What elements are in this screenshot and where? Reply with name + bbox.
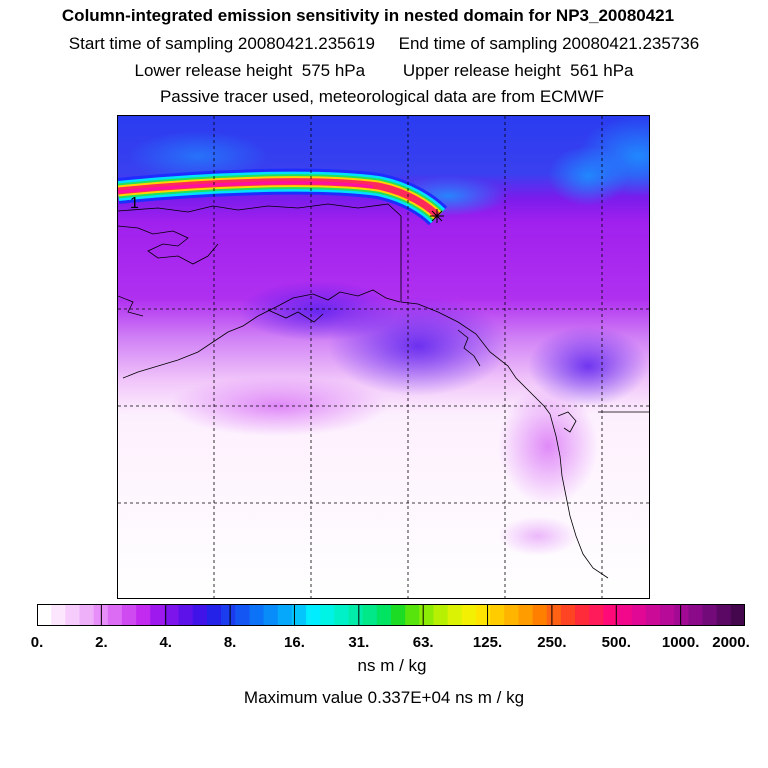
colorbar-swatch [150, 605, 166, 625]
trajectory-plume [118, 168, 448, 226]
colorbar-swatch [277, 605, 293, 625]
colorbar-swatch [121, 605, 137, 625]
colorbar-swatch [660, 605, 675, 625]
release-marker-label: 1 [130, 195, 139, 212]
sensitivity-map: 1 [117, 115, 650, 599]
colorbar-swatch [546, 605, 562, 625]
colorbar-swatch [136, 605, 151, 625]
sampling-time-line: Start time of sampling 20080421.235619 E… [68, 34, 700, 53]
colorbar-swatch [37, 605, 52, 625]
colorbar-swatch [688, 605, 704, 625]
colorbar-swatch [447, 605, 463, 625]
colorbar-tick-label: 0. [30, 634, 44, 651]
colorbar-swatch [107, 605, 123, 625]
colorbar-swatch [730, 605, 745, 625]
colorbar-swatch [192, 605, 208, 625]
colorbar-swatch [603, 605, 619, 625]
colorbar-swatch [405, 605, 420, 625]
colorbar-swatch [235, 605, 250, 625]
colorbar-swatch [79, 605, 95, 625]
colorbar-tick-label: 2. [95, 634, 108, 651]
colorbar-swatch [518, 605, 534, 625]
colorbar-tick-label: 4. [159, 634, 172, 651]
colorbar-swatch [362, 605, 378, 625]
colorbar-swatch [249, 605, 265, 625]
colorbar-swatch [575, 605, 590, 625]
colorbar-swatch [376, 605, 392, 625]
colorbar-swatch [702, 605, 718, 625]
release-height-line: Lower release height 575 hPa Upper relea… [134, 61, 634, 80]
release-point-marker [430, 209, 444, 223]
colorbar-units: ns m / kg [357, 656, 427, 675]
colorbar-swatch [334, 605, 350, 625]
colorbar-tick-label: 8. [223, 634, 237, 651]
tracer-info-line: Passive tracer used, meteorological data… [159, 87, 605, 106]
map-grid [118, 116, 649, 598]
colorbar-swatch [206, 605, 222, 625]
colorbar-swatch [320, 605, 335, 625]
colorbar-swatch [532, 605, 548, 625]
coastlines [118, 203, 649, 579]
colorbar-swatch [391, 605, 406, 625]
colorbar-swatch [65, 605, 81, 625]
colorbar-swatch [461, 605, 477, 625]
colorbar-tick-label: 1000. [661, 634, 700, 651]
colorbar-swatch [475, 605, 491, 625]
colorbar-swatch [631, 605, 647, 625]
colorbar-swatch [589, 605, 604, 625]
colorbar-tick-label: 31. [348, 634, 370, 651]
colorbar-swatch [560, 605, 576, 625]
colorbar-swatch [674, 605, 689, 625]
colorbar-swatch [263, 605, 279, 625]
colorbar-tick-label: 250. [537, 634, 567, 651]
colorbar-swatch [51, 605, 66, 625]
colorbar-swatch [617, 605, 633, 625]
colorbar-swatch [164, 605, 180, 625]
colorbar-swatch [716, 605, 732, 625]
colorbar-tick-label: 16. [284, 634, 305, 651]
colorbar-swatch [504, 605, 520, 625]
maximum-value: Maximum value 0.337E+04 ns m / kg [243, 688, 525, 707]
colorbar-tick-label: 63. [412, 634, 434, 651]
colorbar-swatch [419, 605, 435, 625]
colorbar-swatch [291, 605, 307, 625]
colorbar-tick-label: 2000. [712, 634, 750, 651]
colorbar-swatch [490, 605, 505, 625]
plot-title: Column-integrated emission sensitivity i… [61, 6, 675, 25]
colorbar-swatch [306, 605, 321, 625]
colorbar-tick-label: 125. [472, 634, 503, 651]
colorbar-swatch [433, 605, 449, 625]
colorbar-outline [37, 604, 745, 626]
colorbar [37, 604, 745, 626]
colorbar-swatch [221, 605, 236, 625]
colorbar-swatch [645, 605, 661, 625]
colorbar-swatch [178, 605, 194, 625]
colorbar-tick-label: 500. [601, 634, 631, 651]
colorbar-swatch [348, 605, 364, 625]
